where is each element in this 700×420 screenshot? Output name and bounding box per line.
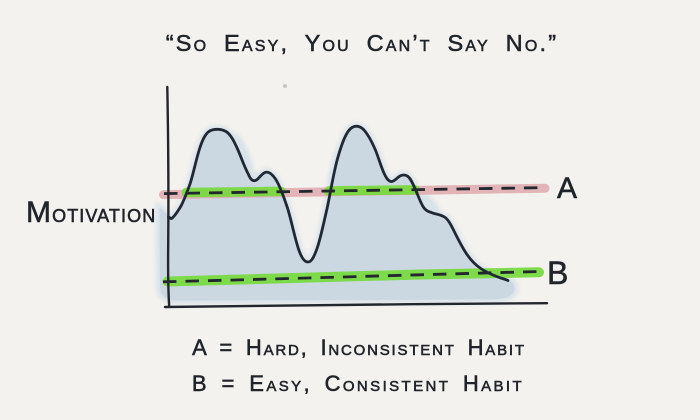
svg-text:A = Hard, Inconsistent Habit: A = Hard, Inconsistent Habit: [192, 335, 526, 360]
svg-text:B: B: [547, 255, 568, 291]
svg-text:MOTIVATION: MOTIVATION: [26, 196, 156, 229]
svg-text:“So Easy, You Can’t Say No.”: “So Easy, You Can’t Say No.”: [166, 30, 558, 56]
svg-text:A: A: [557, 172, 577, 205]
svg-text:B = Easy, Consistent Habit: B = Easy, Consistent Habit: [192, 371, 524, 396]
